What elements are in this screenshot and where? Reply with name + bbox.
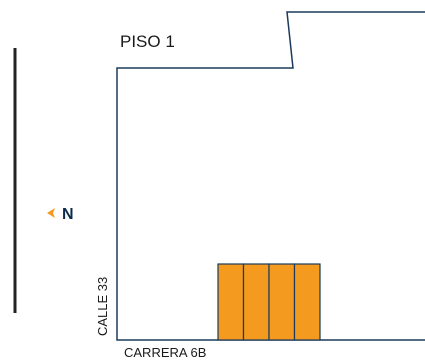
parking-space xyxy=(244,264,270,340)
parking-space xyxy=(269,264,295,340)
north-arrow-icon xyxy=(47,208,55,218)
street-label-calle-33: CALLE 33 xyxy=(95,277,110,336)
north-indicator: N xyxy=(47,206,74,223)
north-label: N xyxy=(62,206,74,223)
parking-spaces xyxy=(218,264,320,340)
floor-label: PISO 1 xyxy=(120,32,175,51)
street-label-carrera-6b: CARRERA 6B xyxy=(124,345,206,360)
parking-space xyxy=(295,264,321,340)
parking-space xyxy=(218,264,244,340)
